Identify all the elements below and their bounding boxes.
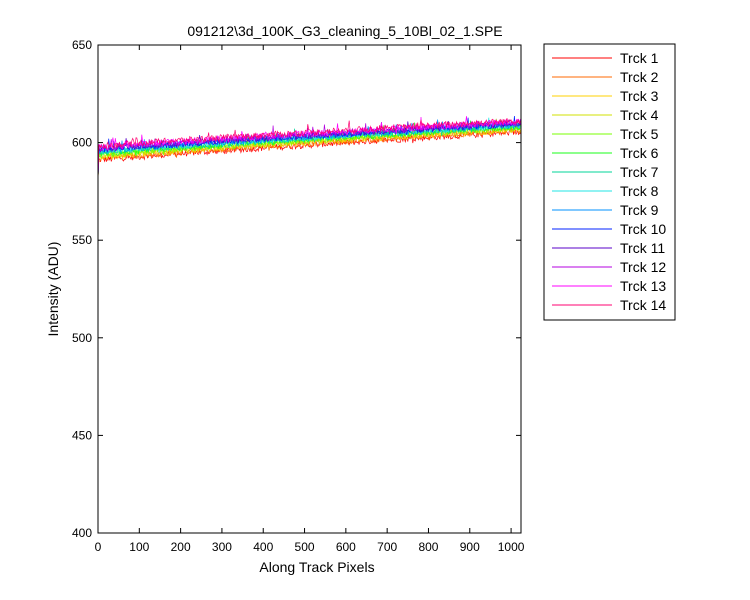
x-tick-label: 900 [460, 540, 480, 554]
legend-label: Trck 11 [620, 240, 665, 256]
legend-label: Trck 4 [620, 107, 659, 123]
x-tick-label: 200 [171, 540, 191, 554]
legend-box [543, 43, 676, 321]
legend-label: Trck 8 [620, 183, 659, 199]
y-tick-label: 650 [72, 38, 92, 52]
axes-box [97, 44, 522, 534]
legend-label: Trck 14 [620, 297, 666, 313]
legend-label: Trck 3 [620, 88, 659, 104]
x-tick-label: 600 [336, 540, 356, 554]
x-axis-ticks: 0 100 200 300 400 500 600 700 800 900 1000 [95, 45, 525, 554]
legend-label: Trck 12 [620, 259, 666, 275]
x-tick-label: 500 [295, 540, 315, 554]
series-line-trck-13 [97, 116, 522, 181]
y-tick-label: 400 [72, 526, 92, 540]
legend-label: Trck 7 [620, 164, 659, 180]
axes-background [98, 45, 521, 533]
y-tick-label: 550 [72, 233, 92, 247]
x-tick-label: 300 [212, 540, 232, 554]
plot-area: 0 100 200 300 400 500 600 700 800 900 1000 400 450 5… [72, 38, 525, 554]
y-tick-label: 450 [72, 428, 92, 442]
x-tick-label: 400 [253, 540, 273, 554]
legend-entries: Trck 1 Trck 2 Trck 3 Trck 4 Trck 5 Trck 6 Trck… [552, 50, 666, 313]
series-line-trck-14 [97, 118, 522, 181]
legend-label: Trck 1 [620, 50, 659, 66]
x-tick-label: 800 [418, 540, 438, 554]
legend-label: Trck 6 [620, 145, 659, 161]
x-tick-label: 700 [377, 540, 397, 554]
x-tick-label: 0 [95, 540, 102, 554]
legend-label: Trck 10 [620, 221, 666, 237]
legend: Trck 1 Trck 2 Trck 3 Trck 4 Trck 5 Trck 6 Trck… [543, 43, 676, 321]
y-tick-label: 500 [72, 331, 92, 345]
series-group [97, 115, 522, 181]
y-axis-label: Intensity (ADU) [45, 242, 61, 337]
legend-label: Trck 2 [620, 69, 659, 85]
x-tick-label: 1000 [498, 540, 525, 554]
legend-label: Trck 5 [620, 126, 659, 142]
legend-label: Trck 9 [620, 202, 659, 218]
chart-title: 091212\3d_100K_G3_cleaning_5_10Bl_02_1.S… [187, 23, 502, 39]
y-tick-label: 600 [72, 136, 92, 150]
x-tick-label: 100 [129, 540, 149, 554]
x-axis-label: Along Track Pixels [259, 559, 374, 575]
y-axis-ticks: 400 450 500 550 600 650 [72, 38, 521, 540]
legend-label: Trck 13 [620, 278, 666, 294]
